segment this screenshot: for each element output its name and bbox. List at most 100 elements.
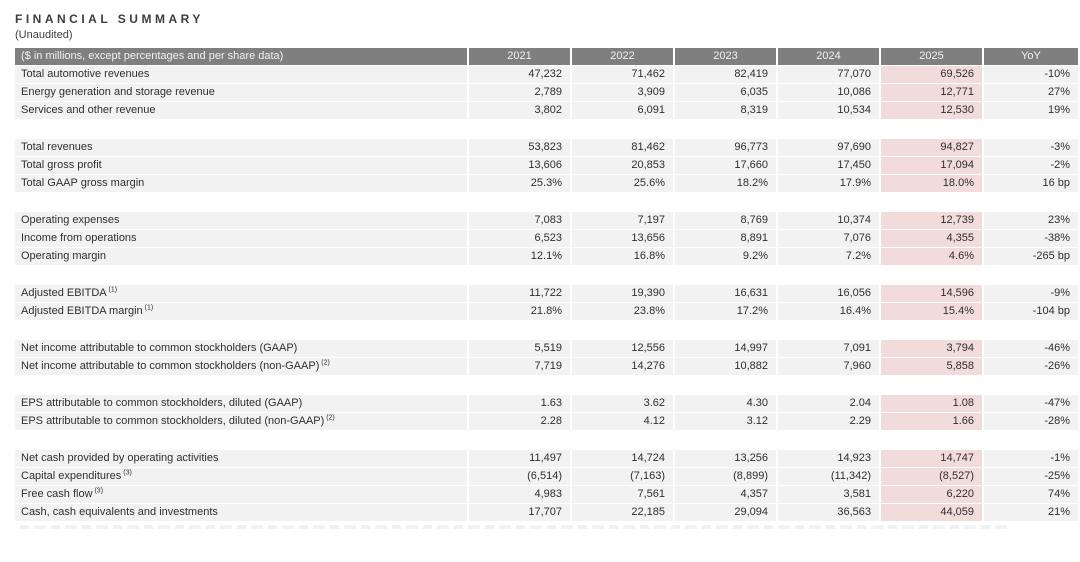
value-cell: 94,827 [879, 139, 982, 157]
row-label: Net income attributable to common stockh… [15, 340, 467, 358]
value-cell: 13,606 [467, 157, 570, 175]
value-cell: 16,631 [673, 285, 776, 303]
yoy-cell: -9% [982, 285, 1078, 303]
row-label: Total automotive revenues [15, 66, 467, 84]
row-label: Income from operations [15, 230, 467, 248]
yoy-cell: 27% [982, 84, 1078, 102]
yoy-cell: 16 bp [982, 175, 1078, 193]
value-cell: 10,086 [776, 84, 879, 102]
yoy-cell: -104 bp [982, 303, 1078, 321]
yoy-cell: -47% [982, 395, 1078, 413]
table-row: Operating margin 12.1% 16.8% 9.2% 7.2% 4.6% -2… [15, 248, 1078, 266]
value-cell: 3,802 [467, 102, 570, 120]
header-col-2025: 2025 [879, 48, 982, 66]
header-col-yoy: YoY [982, 48, 1078, 66]
value-cell: 1.66 [879, 413, 982, 431]
yoy-cell: -28% [982, 413, 1078, 431]
section-gap-row [15, 376, 1078, 395]
header-col-2023: 2023 [673, 48, 776, 66]
table-row: Total revenues 53,823 81,462 96,773 97,690 94… [15, 139, 1078, 157]
table-row: Adjusted EBITDA margin (1) 21.8% 23.8% 17.2… [15, 303, 1078, 321]
value-cell: 6,220 [879, 486, 982, 504]
value-cell: 4,357 [673, 486, 776, 504]
row-label: Services and other revenue [15, 102, 467, 120]
value-cell: 1.08 [879, 395, 982, 413]
value-cell: 3.62 [570, 395, 673, 413]
table-row: EPS attributable to common stockholders,… [15, 413, 1078, 431]
value-cell: 69,526 [879, 66, 982, 84]
value-cell: 14,923 [776, 450, 879, 468]
yoy-cell: -46% [982, 340, 1078, 358]
value-cell: 17.2% [673, 303, 776, 321]
value-cell: 13,656 [570, 230, 673, 248]
value-cell: 4.6% [879, 248, 982, 266]
yoy-cell: 74% [982, 486, 1078, 504]
value-cell: 7,197 [570, 212, 673, 230]
row-label: Energy generation and storage revenue [15, 84, 467, 102]
table-body: Total automotive revenues 47,232 71,462 82,… [15, 66, 1078, 522]
section-gap-row [15, 266, 1078, 285]
value-cell: 97,690 [776, 139, 879, 157]
value-cell: 7,091 [776, 340, 879, 358]
row-label: Net cash provided by operating activitie… [15, 450, 467, 468]
yoy-cell: 19% [982, 102, 1078, 120]
table-row: Total automotive revenues 47,232 71,462 82,… [15, 66, 1078, 84]
row-label: EPS attributable to common stockholders,… [15, 395, 467, 413]
value-cell: 2.28 [467, 413, 570, 431]
yoy-cell: -3% [982, 139, 1078, 157]
footnote-marker: (3) [92, 487, 104, 495]
value-cell: 18.2% [673, 175, 776, 193]
value-cell: 77,070 [776, 66, 879, 84]
row-label: Cash, cash equivalents and investments [15, 504, 467, 522]
value-cell: 12.1% [467, 248, 570, 266]
value-cell: 4,983 [467, 486, 570, 504]
table-row: Operating expenses 7,083 7,197 8,769 10,374 1… [15, 212, 1078, 230]
value-cell: 19,390 [570, 285, 673, 303]
value-cell: 25.6% [570, 175, 673, 193]
row-label: Net income attributable to common stockh… [15, 358, 467, 376]
value-cell: 14,997 [673, 340, 776, 358]
value-cell: 7,561 [570, 486, 673, 504]
yoy-cell: -265 bp [982, 248, 1078, 266]
value-cell: 6,091 [570, 102, 673, 120]
table-row: Total GAAP gross margin 25.3% 25.6% 18.2% 17… [15, 175, 1078, 193]
value-cell: 8,769 [673, 212, 776, 230]
value-cell: 6,523 [467, 230, 570, 248]
value-cell: 12,739 [879, 212, 982, 230]
row-label: Capital expenditures (3) [15, 468, 467, 486]
value-cell: 4.30 [673, 395, 776, 413]
table-row: Cash, cash equivalents and investments 17… [15, 504, 1078, 522]
value-cell: 3,581 [776, 486, 879, 504]
yoy-cell: -25% [982, 468, 1078, 486]
footnote-marker: (1) [106, 286, 118, 294]
value-cell: 3.12 [673, 413, 776, 431]
section-gap [15, 376, 1078, 395]
value-cell: 7.2% [776, 248, 879, 266]
table-row: Energy generation and storage revenue 2,7… [15, 84, 1078, 102]
value-cell: 3,794 [879, 340, 982, 358]
row-label: Free cash flow (3) [15, 486, 467, 504]
table-row: Income from operations 6,523 13,656 8,891 7,… [15, 230, 1078, 248]
section-gap [15, 120, 1078, 139]
row-label: Operating expenses [15, 212, 467, 230]
value-cell: 7,719 [467, 358, 570, 376]
value-cell: 17,707 [467, 504, 570, 522]
value-cell: 20,853 [570, 157, 673, 175]
value-cell: 12,771 [879, 84, 982, 102]
section-gap-row [15, 431, 1078, 450]
table-row: Net cash provided by operating activitie… [15, 450, 1078, 468]
yoy-cell: 21% [982, 504, 1078, 522]
value-cell: 47,232 [467, 66, 570, 84]
value-cell: 2.04 [776, 395, 879, 413]
value-cell: 18.0% [879, 175, 982, 193]
financial-summary-page: FINANCIAL SUMMARY (Unaudited) ($ in mill… [15, 12, 1078, 529]
value-cell: 17,450 [776, 157, 879, 175]
section-gap [15, 431, 1078, 450]
value-cell: 4.12 [570, 413, 673, 431]
value-cell: 11,497 [467, 450, 570, 468]
financial-summary-table: ($ in millions, except percentages and p… [15, 48, 1078, 522]
value-cell: 17.9% [776, 175, 879, 193]
value-cell: 10,374 [776, 212, 879, 230]
row-label: Adjusted EBITDA (1) [15, 285, 467, 303]
value-cell: 12,556 [570, 340, 673, 358]
